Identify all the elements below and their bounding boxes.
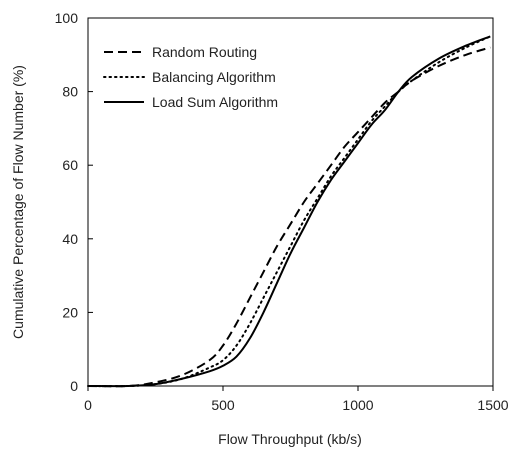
x-tick-label: 500 <box>211 397 235 413</box>
y-tick-label: 0 <box>70 378 78 394</box>
legend-label-balancing-algorithm: Balancing Algorithm <box>152 69 276 85</box>
series-line-random-routing <box>87 46 491 388</box>
y-axis-label: Cumulative Percentage of Flow Number (%) <box>10 65 26 339</box>
x-axis-label: Flow Throughput (kb/s) <box>218 431 362 447</box>
x-tick-label: 0 <box>84 397 92 413</box>
legend-label-load-sum-algorithm: Load Sum Algorithm <box>152 94 278 110</box>
ticks-layer: 0 500 1000 1500 0 20 40 60 80 100 <box>55 10 509 413</box>
y-tick-label: 60 <box>62 157 78 173</box>
plot-area <box>87 17 494 387</box>
y-tick-label: 20 <box>62 304 78 320</box>
y-tick-label: 40 <box>62 231 78 247</box>
series-line-load-sum-algorithm <box>87 35 491 388</box>
x-tick-label: 1000 <box>342 397 373 413</box>
series-line-balancing-algorithm <box>87 35 492 388</box>
y-tick-label: 80 <box>62 84 78 100</box>
legend-label-random-routing: Random Routing <box>152 44 257 60</box>
x-tick-label: 1500 <box>477 397 508 413</box>
series-layer <box>87 35 492 388</box>
legend: Random Routing Balancing Algorithm Load Su… <box>103 44 278 110</box>
y-tick-label: 100 <box>55 10 79 26</box>
